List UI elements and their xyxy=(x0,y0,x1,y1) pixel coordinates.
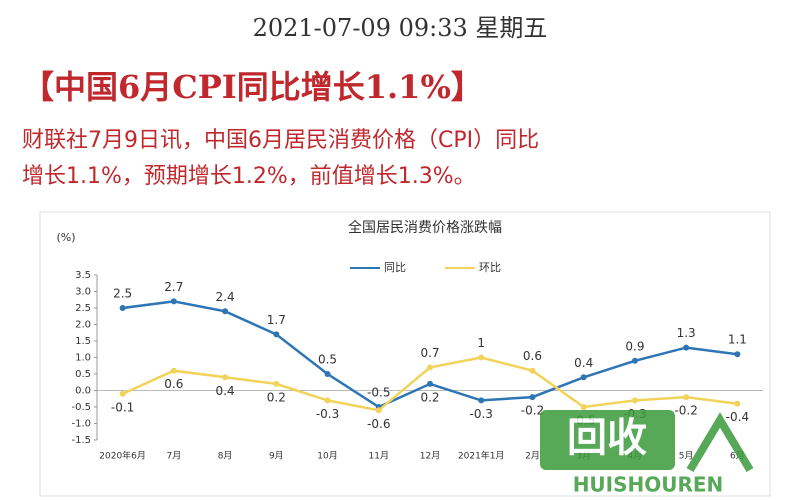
data-point xyxy=(478,354,485,361)
data-point xyxy=(119,305,126,311)
y-tick-label: 0.5 xyxy=(75,369,91,380)
data-label: 2.4 xyxy=(216,290,235,304)
data-point xyxy=(427,380,433,387)
y-tick-label: 2.5 xyxy=(75,303,91,314)
data-label: 0.5 xyxy=(318,353,337,367)
data-point xyxy=(529,367,536,374)
data-point xyxy=(529,394,536,401)
data-label: -0.3 xyxy=(470,407,493,421)
data-label: -0.2 xyxy=(521,404,544,418)
data-point xyxy=(222,308,229,315)
watermark-box xyxy=(540,410,675,470)
data-point xyxy=(273,380,280,387)
body-line: 增长1.1%，预期增长1.2%，前值增长1.3%。 xyxy=(22,164,476,189)
data-point xyxy=(375,407,382,414)
data-point xyxy=(222,374,229,381)
data-point xyxy=(273,331,280,338)
timestamp: 2021-07-09 09:33 星期五 xyxy=(252,14,548,42)
chart-frame xyxy=(39,211,771,497)
data-label: 0.2 xyxy=(267,390,286,404)
y-tick-label: -0.5 xyxy=(71,402,91,413)
data-point xyxy=(478,397,485,404)
x-tick-label: 2021年1月 xyxy=(458,450,505,462)
y-tick-label: 1.5 xyxy=(75,336,91,347)
data-point xyxy=(580,374,587,381)
data-label: -0.6 xyxy=(367,417,390,431)
x-tick-label: 2月 xyxy=(525,451,540,462)
headline: 【中国6月CPI同比增长1.1%】 xyxy=(22,68,483,106)
data-label: 0.4 xyxy=(574,356,593,370)
watermark: 回收 HUISHOUREN xyxy=(540,410,754,497)
data-label: 0.6 xyxy=(164,377,183,391)
legend-label: 环比 xyxy=(479,261,501,274)
watermark-icon xyxy=(686,412,754,473)
data-label: 0.6 xyxy=(523,349,542,363)
data-label: 1.7 xyxy=(267,313,286,327)
data-point xyxy=(324,397,331,404)
x-tick-label: 7月 xyxy=(166,451,181,462)
data-label: 0.4 xyxy=(216,384,235,398)
data-point xyxy=(427,364,433,371)
watermark-text: 回收 xyxy=(567,415,647,461)
y-tick-label: 1.0 xyxy=(75,353,91,364)
x-tick-label: 11月 xyxy=(369,451,389,462)
x-tick-label: 9月 xyxy=(269,451,284,462)
data-label: 2.7 xyxy=(164,280,183,294)
y-tick-label: -1.5 xyxy=(71,435,91,446)
x-tick-label: 10月 xyxy=(317,451,337,462)
data-label: -0.1 xyxy=(111,400,134,414)
data-label: -0.5 xyxy=(367,386,390,400)
x-tick-label: 8月 xyxy=(218,451,233,462)
data-label: -0.2 xyxy=(674,404,697,418)
y-tick-label: 2.0 xyxy=(75,320,91,331)
data-label: -0.4 xyxy=(726,410,749,424)
y-tick-label: 0.0 xyxy=(75,386,91,397)
data-label: 1 xyxy=(477,336,485,350)
watermark-subtext: HUISHOUREN xyxy=(573,473,724,497)
data-point xyxy=(631,397,638,404)
data-point xyxy=(734,400,741,407)
data-point xyxy=(170,367,177,374)
data-point xyxy=(119,390,126,397)
chart-title: 全国居民消费价格涨跌幅 xyxy=(348,219,502,236)
x-tick-label: 5月 xyxy=(679,451,694,462)
data-point xyxy=(324,371,331,377)
data-label: 1.3 xyxy=(677,326,696,340)
data-label: -0.3 xyxy=(316,407,339,421)
y-axis-label: (%) xyxy=(56,231,75,244)
data-label: 1.1 xyxy=(728,333,747,347)
x-tick-label: 2020年6月 xyxy=(99,450,146,462)
y-tick-label: 3.0 xyxy=(75,287,91,298)
y-tick-label: -1.0 xyxy=(71,419,91,430)
data-label: 2.5 xyxy=(113,287,132,301)
legend-label: 同比 xyxy=(384,261,406,274)
data-point xyxy=(580,404,587,410)
x-tick-label: 12月 xyxy=(420,451,440,462)
data-label: 0.2 xyxy=(420,390,439,404)
data-point xyxy=(170,298,177,305)
body-line: 财联社7月9日讯，中国6月居民消费价格（CPI）同比 xyxy=(22,128,540,153)
data-label: 0.9 xyxy=(625,339,644,353)
data-point xyxy=(683,394,690,401)
data-point xyxy=(734,351,741,358)
data-point xyxy=(683,344,690,351)
data-point xyxy=(631,357,638,364)
y-tick-label: 3.5 xyxy=(75,270,91,281)
data-label: 0.7 xyxy=(420,346,439,360)
